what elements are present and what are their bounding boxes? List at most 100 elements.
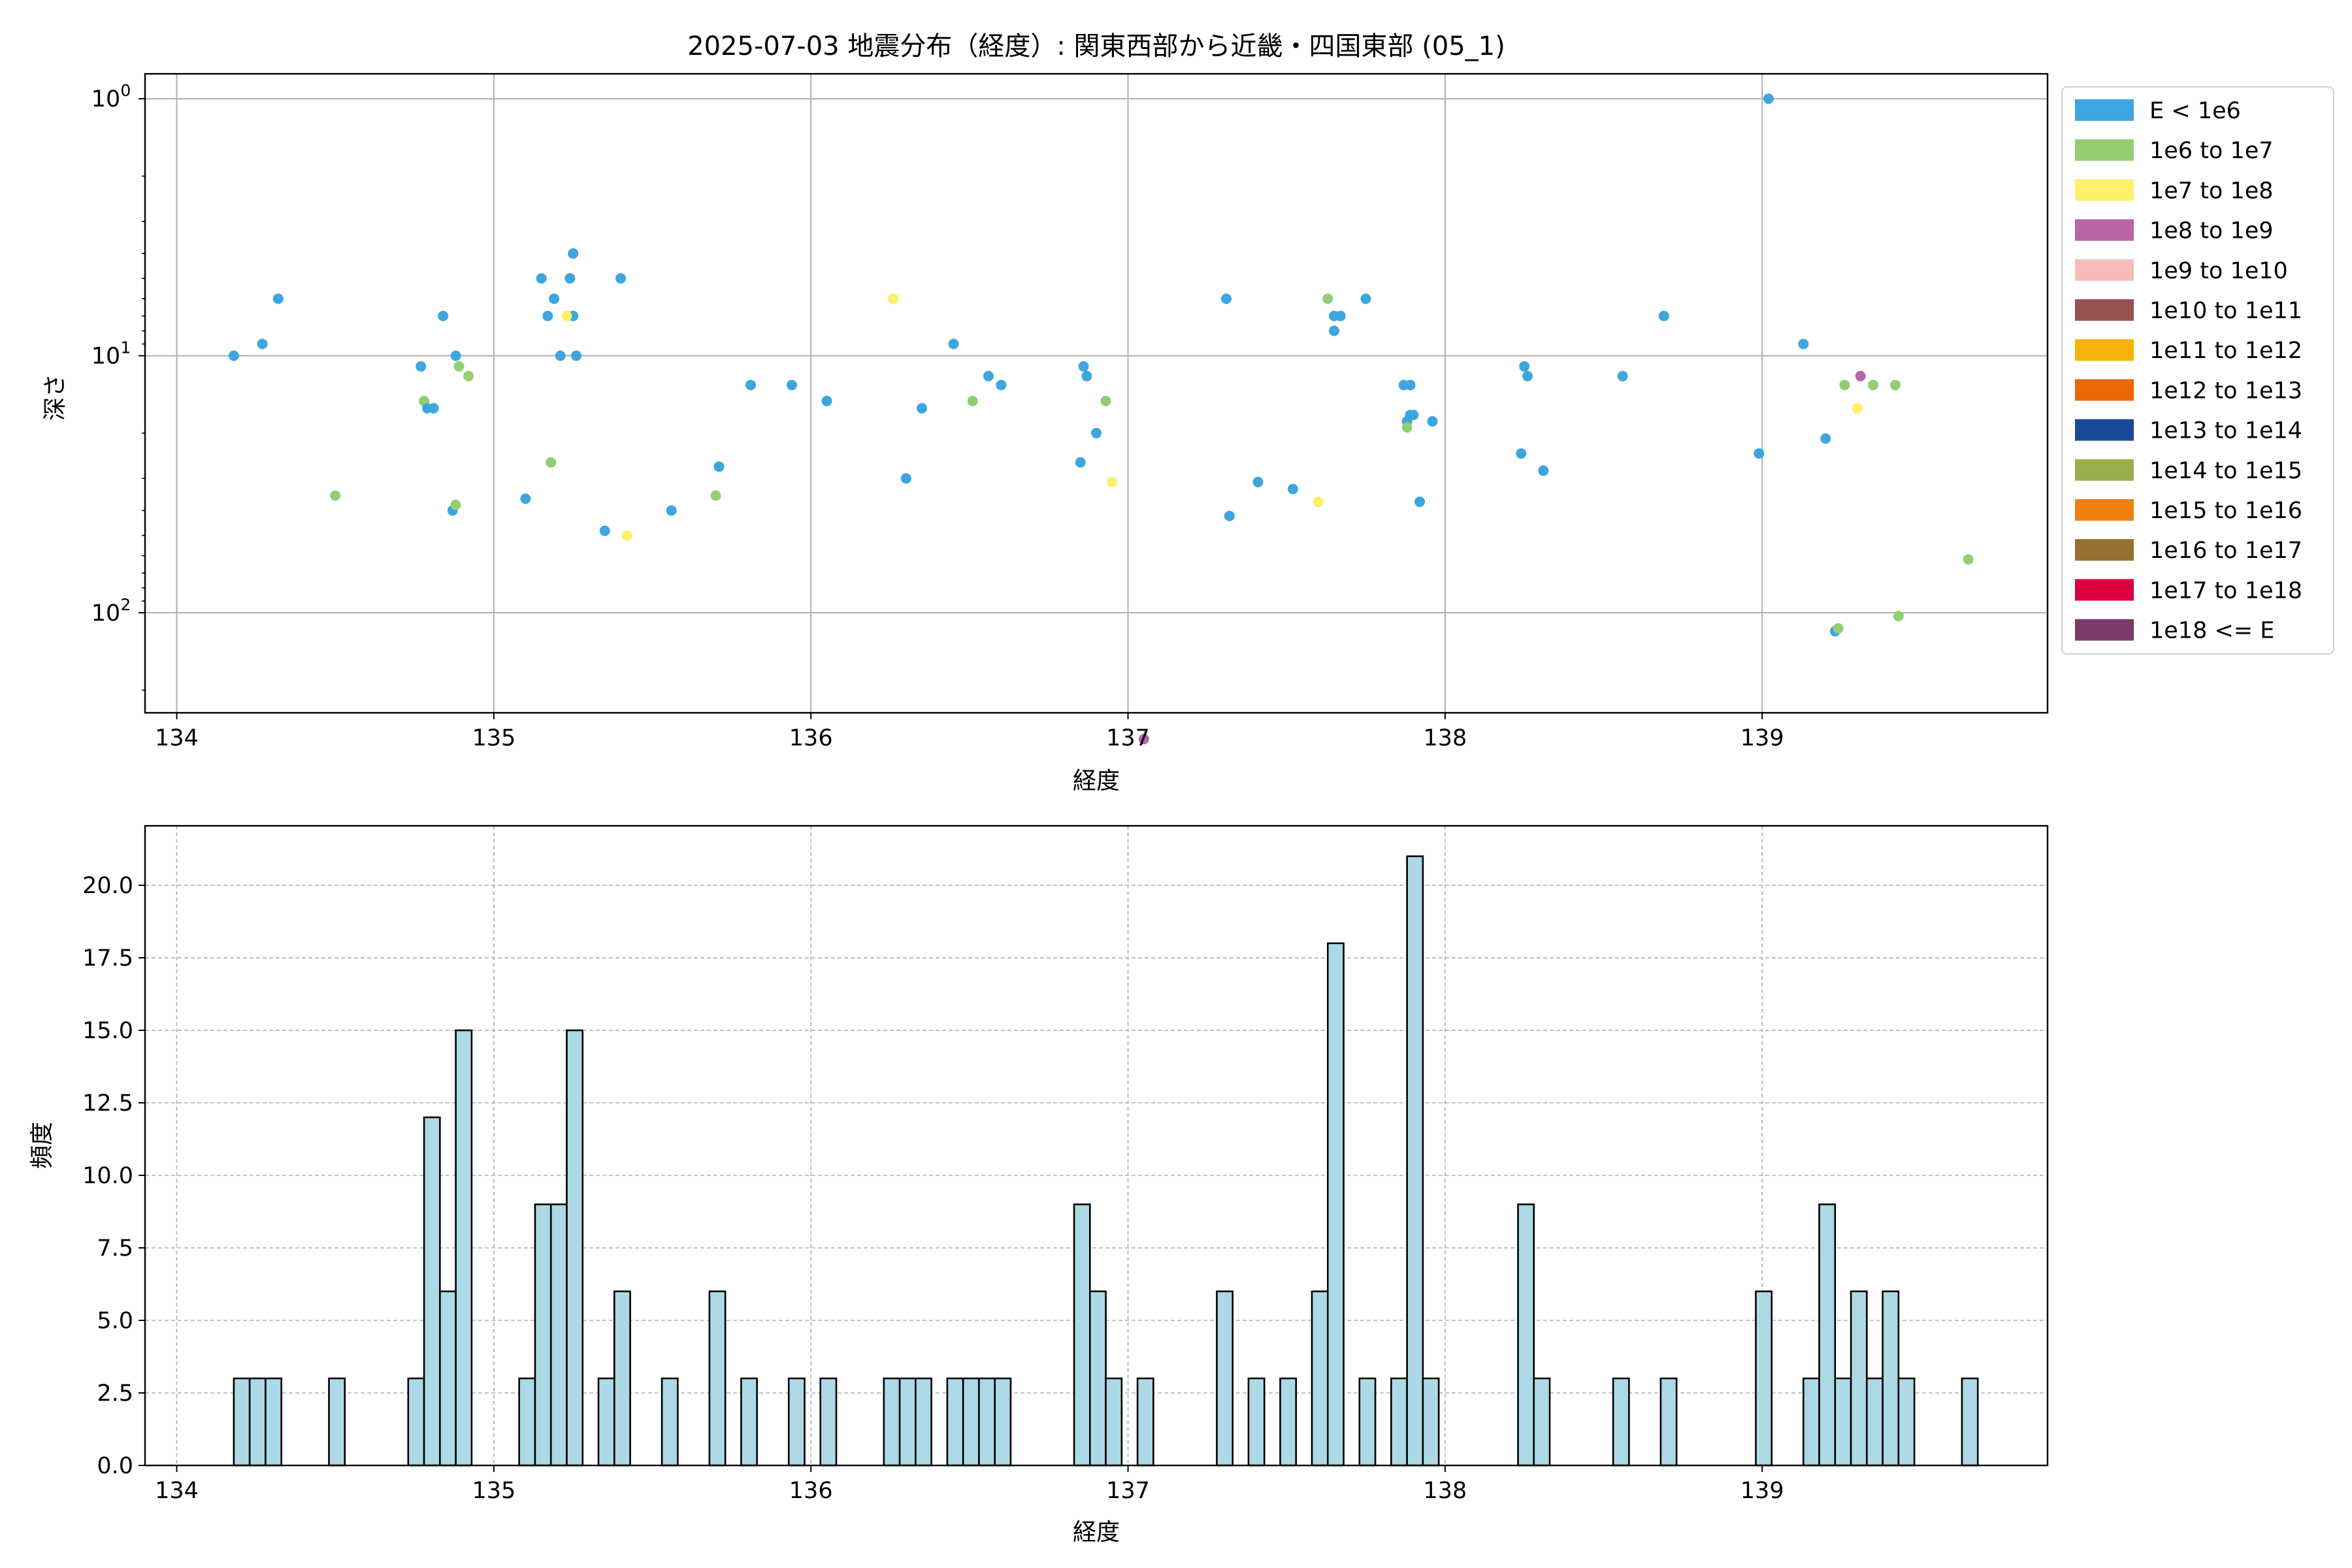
scatter-point [1852,402,1863,414]
legend-swatch [2075,419,2134,441]
scatter-point [1252,476,1264,487]
y-tick-label: 101 [91,338,131,370]
scatter-point [1107,476,1118,487]
legend-swatch [2075,579,2134,601]
scatter-point [917,402,928,414]
histogram-bar [597,1377,615,1467]
scatter-point [1405,380,1416,391]
histogram-bar [455,1029,473,1467]
scatter-point [1313,497,1324,508]
scatter-point [1081,370,1092,382]
histogram-bar [233,1377,251,1467]
y-tick-label: 5.0 [97,1308,133,1334]
y-tick-label: 12.5 [82,1090,133,1117]
legend-label: 1e9 to 1e10 [2149,258,2288,284]
legend-swatch [2075,179,2134,201]
x-tick-label: 137 [1106,1478,1150,1504]
histogram-bar [423,1116,441,1467]
histogram-bar [1612,1377,1630,1467]
scatter-x-axis-label: 経度 [1073,768,1120,794]
histogram-bar [1073,1203,1091,1467]
scatter-point [416,361,427,372]
histogram-bar [1216,1290,1233,1467]
histogram-bar [328,1377,346,1467]
legend-label: 1e10 to 1e11 [2149,298,2302,324]
scatter-point [713,461,725,472]
histogram-bar [883,1377,901,1467]
scatter-point [1617,370,1628,382]
legend-label: 1e16 to 1e17 [2149,538,2302,564]
scatter-legend: E < 1e6 1e6 to 1e7 1e7 to 1e8 1e8 to 1e9 1e9… [2061,86,2334,655]
legend-label: 1e8 to 1e9 [2149,218,2274,244]
scatter-point [463,370,474,382]
scatter-point [888,293,899,304]
histogram-bar [787,1377,806,1467]
scatter-point [1833,623,1844,634]
legend-label: 1e12 to 1e13 [2149,378,2302,404]
scatter-points [228,93,1974,745]
legend-label: 1e17 to 1e18 [2149,578,2302,604]
histogram-y-axis: 0.0 2.5 5.0 7.5 10.0 12.5 15.0 17.5 20.0 [82,873,145,1479]
histogram-bar [248,1377,267,1467]
scatter-point [1519,361,1530,372]
scatter-point [571,350,582,361]
scatter-point [1360,293,1371,304]
scatter-point [1322,293,1333,304]
histogram-bar [534,1203,552,1467]
histogram-bar [439,1290,457,1467]
scatter-point [1287,483,1298,495]
scatter-point [1538,465,1549,476]
scatter-point [1798,338,1809,350]
x-tick-label: 139 [1740,1478,1784,1504]
histogram-bar [1834,1377,1852,1467]
legend-swatch [2075,499,2134,521]
scatter-point [983,370,994,382]
y-tick-exponent: 1 [120,338,131,357]
scatter-point [1091,427,1102,438]
scatter-point [228,350,239,361]
legend-frame [2061,86,2334,655]
x-tick-label: 138 [1423,725,1467,751]
scatter-point [546,457,557,468]
histogram-bar [819,1377,838,1467]
histogram-bar [566,1029,584,1467]
scatter-point [428,402,439,414]
scatter-point [520,493,531,504]
scatter-point [1658,310,1669,321]
y-tick-label: 17.5 [82,945,133,972]
scatter-grid [145,74,2048,713]
scatter-point [564,273,576,284]
scatter-point [967,395,978,406]
histogram-bar [1390,1377,1408,1467]
scatter-point [542,310,553,321]
scatter-point [438,310,449,321]
legend-swatch [2075,459,2134,481]
scatter-point [1522,370,1533,382]
x-tick-label: 139 [1740,725,1784,751]
legend-label: 1e6 to 1e7 [2149,138,2274,164]
legend-swatch [2075,379,2134,401]
histogram-bar [549,1203,568,1467]
histogram-bar [1850,1290,1868,1467]
histogram-bar [1406,855,1424,1467]
scatter-point [1414,497,1426,508]
scatter-point [745,380,756,391]
scatter-point [1427,416,1438,427]
histogram-bar [1358,1377,1377,1467]
scatter-point [549,293,560,304]
histogram-bar [1136,1377,1154,1467]
y-tick-label: 7.5 [97,1235,133,1262]
histogram-bar [1533,1377,1551,1467]
legend-label: 1e18 <= E [2149,618,2274,644]
y-tick-label: 102 [91,595,131,627]
scatter-point [561,310,572,321]
scatter-point [1868,380,1879,391]
scatter-point [1763,93,1774,105]
x-tick-label: 136 [789,725,833,751]
histogram-bar [518,1377,536,1467]
scatter-plot-frame [144,73,2049,714]
histogram-bar [1659,1377,1678,1467]
histogram-bar [1088,1290,1107,1467]
scatter-x-axis: 134 135 136 137 138 139 [155,713,1784,751]
